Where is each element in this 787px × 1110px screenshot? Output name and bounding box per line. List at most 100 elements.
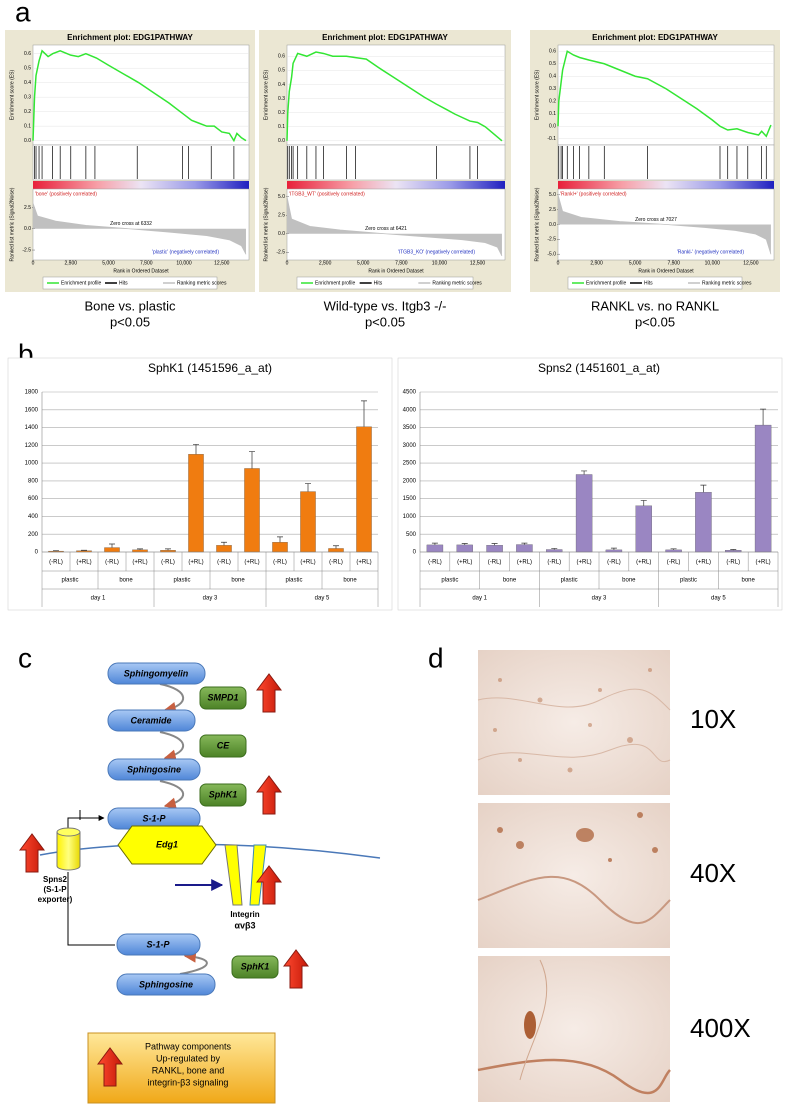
caption: RANKL vs. no RANKL: [591, 298, 719, 313]
annotation: Zero cross at 6421: [365, 226, 407, 232]
magnification: 400X: [690, 1013, 751, 1043]
group-label: plastic: [561, 578, 578, 584]
exporter-label: (S-1-P: [43, 885, 67, 894]
node: [116, 933, 201, 956]
day-label: day 1: [472, 596, 487, 602]
error-bar: [305, 483, 311, 492]
x-tick-label: (-RL): [607, 560, 621, 566]
node: [107, 709, 196, 732]
legend-label: Hits: [374, 280, 383, 286]
bar: [104, 547, 120, 553]
bar: [300, 491, 316, 553]
exporter: [56, 832, 81, 871]
x-tick-label: (-RL): [217, 560, 231, 566]
error-bar: [333, 545, 339, 549]
up-arrow: [256, 775, 282, 815]
annotation: 'bone' (positively correlated): [35, 191, 97, 197]
bar: [244, 468, 260, 553]
legend-label: Ranking metric scores: [177, 280, 227, 286]
hits-area: [557, 144, 775, 181]
error-bar: [491, 543, 498, 546]
micrographs: 10X 40X 400X: [477, 650, 751, 1102]
legend-label: Ranking metric scores: [432, 280, 482, 286]
x-axis-label: Rank in Ordered Dataset: [113, 268, 169, 274]
x-tick-label: 12,500: [214, 260, 230, 266]
error-bar: [277, 536, 283, 543]
error-bar: [551, 548, 558, 550]
y-tick-label: -0.1: [547, 136, 556, 142]
y-tick-label: 0.5: [24, 66, 31, 72]
y-tick-label: 0.5: [549, 61, 556, 67]
x-tick-label: 0: [32, 260, 35, 266]
y2-tick-label: 0.0: [549, 222, 556, 228]
y2-tick-label: 5.0: [278, 194, 285, 200]
y-tick-label: 0.2: [278, 110, 285, 116]
y-tick-label: 0.5: [278, 68, 285, 74]
panel-label: d: [428, 642, 444, 673]
enzyme: [231, 955, 279, 979]
y-tick-label: 0.6: [278, 54, 285, 60]
x-tick-label: 10,000: [432, 260, 448, 266]
x-tick-label: (+RL): [244, 560, 259, 566]
bar: [132, 549, 148, 553]
bar: [665, 549, 682, 553]
y-tick-label: 0.0: [24, 138, 31, 144]
bar: [356, 426, 372, 553]
y-tick-label: 2500: [403, 461, 417, 467]
x-tick-label: 5,000: [102, 260, 115, 266]
y2-tick-label: -2.5: [547, 237, 556, 243]
bar: [635, 505, 652, 553]
y-tick-label: 0.2: [24, 109, 31, 115]
y-tick-label: 500: [406, 532, 417, 538]
x-tick-label: (-RL): [428, 560, 442, 566]
error-bar: [137, 548, 143, 550]
up-arrow: [97, 1047, 123, 1087]
group-label: plastic: [441, 578, 458, 584]
group-label: bone: [622, 578, 636, 584]
y-tick-label: 0: [35, 550, 39, 556]
y2-axis-label: Ranked list metric (Signal2Noise): [534, 187, 540, 261]
x-tick-label: 10,000: [176, 260, 192, 266]
enzyme-label: SphK1: [241, 961, 270, 971]
node-label: S-1-P: [146, 939, 170, 949]
group-label: bone: [119, 578, 133, 584]
annotation: 'plastic' (negatively correlated): [152, 249, 219, 255]
bar: [272, 542, 288, 553]
x-tick-label: (-RL): [547, 560, 561, 566]
x-tick-label: (-RL): [667, 560, 681, 566]
x-tick-label: (-RL): [105, 560, 119, 566]
caption: p<0.05: [365, 314, 405, 329]
enzyme: [199, 734, 247, 758]
y2-tick-label: 5.0: [549, 192, 556, 198]
y-tick-label: 1200: [25, 443, 39, 449]
x-tick-label: (+RL): [356, 560, 371, 566]
x-tick-label: (+RL): [76, 560, 91, 566]
chart-title: Enrichment plot: EDG1PATHWAY: [322, 33, 448, 42]
y-tick-label: 0.6: [549, 49, 556, 55]
x-tick-label: (-RL): [329, 560, 343, 566]
y2-axis-label: Ranked list metric (Signal2Noise): [263, 187, 269, 261]
y-tick-label: 2000: [403, 478, 417, 484]
legend-label: Hits: [119, 280, 128, 286]
error-bar: [109, 543, 115, 548]
legend-text: Pathway components: [145, 1041, 232, 1051]
x-tick-label: 7,500: [667, 260, 680, 266]
error-bar: [670, 548, 677, 550]
caption: p<0.05: [635, 314, 675, 329]
legend: [296, 276, 474, 290]
y-tick-label: 0.1: [549, 111, 556, 117]
receptor-label: Edg1: [156, 839, 178, 849]
micrograph: [478, 650, 670, 795]
y2-tick-label: 2.5: [24, 205, 31, 211]
chart-title: Spns2 (1451601_a_at): [538, 361, 660, 375]
x-tick-label: 2,500: [319, 260, 332, 266]
y-tick-label: 0.3: [278, 96, 285, 102]
y-tick-label: 0.0: [549, 124, 556, 130]
chart-title: Enrichment plot: EDG1PATHWAY: [592, 33, 718, 42]
y-tick-label: 3000: [403, 443, 417, 449]
es-line: [286, 51, 503, 142]
bar: [426, 544, 444, 553]
annotation: Zero cross at 7027: [635, 217, 677, 223]
up-arrow: [256, 865, 282, 905]
enzyme: [199, 686, 247, 710]
